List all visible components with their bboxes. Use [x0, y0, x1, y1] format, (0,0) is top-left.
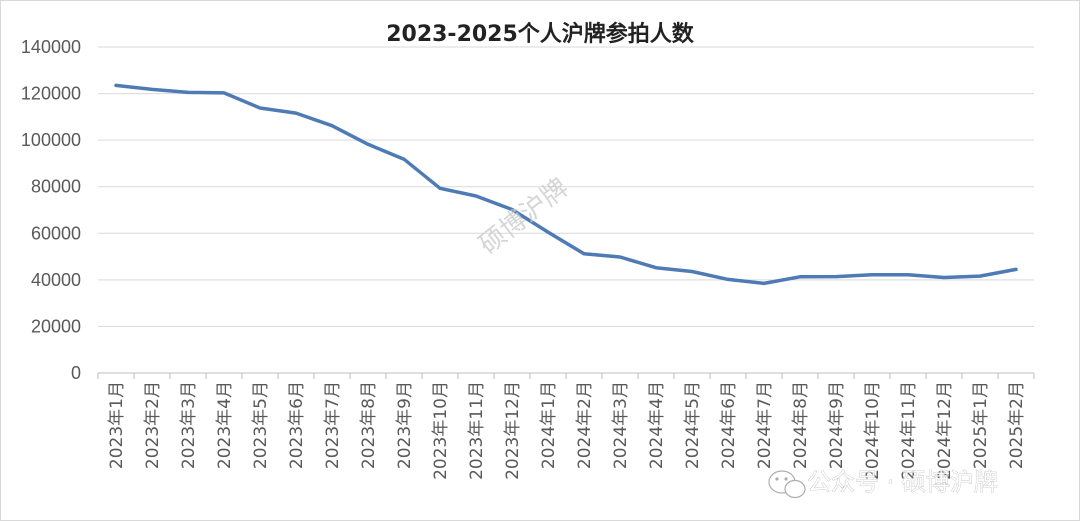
x-tick-label: 2025年2月	[1007, 381, 1027, 469]
x-tick-label: 2023年12月	[503, 381, 523, 480]
x-tick-label: 2023年8月	[359, 381, 379, 469]
y-tick-labels: 0 20000 40000 60000 80000 100000 120000 140000	[21, 37, 81, 383]
series	[114, 83, 1018, 286]
data-point	[222, 91, 226, 95]
y-tick-label: 40000	[31, 270, 81, 290]
x-tick-label: 2024年5月	[683, 381, 703, 469]
x-tick-label: 2025年1月	[971, 381, 991, 469]
y-tick-label: 80000	[31, 177, 81, 197]
wechat-icon	[768, 470, 806, 499]
data-point	[762, 281, 766, 285]
x-tick-label: 2024年9月	[827, 381, 847, 469]
data-point	[510, 208, 514, 212]
chart-title: 2023-2025个人沪牌参拍人数	[386, 21, 695, 47]
x-tick-label: 2024年10月	[863, 381, 883, 480]
x-tick-label: 2024年3月	[611, 381, 631, 469]
data-point	[150, 87, 154, 91]
data-point	[114, 83, 118, 87]
data-point	[618, 255, 622, 259]
data-point	[906, 273, 910, 277]
data-point	[186, 90, 190, 94]
data-point	[438, 186, 442, 190]
x-tick-label: 2024年2月	[575, 381, 595, 469]
data-point	[834, 275, 838, 279]
data-point	[402, 157, 406, 161]
y-tick-label: 20000	[31, 316, 81, 336]
data-point	[1014, 267, 1018, 271]
data-point	[870, 273, 874, 277]
x-tick-label: 2024年4月	[647, 381, 667, 469]
x-tick-label: 2023年5月	[251, 381, 271, 469]
x-tick-label: 2024年6月	[719, 381, 739, 469]
x-tick-label: 2023年2月	[143, 381, 163, 469]
x-tick-label: 2023年3月	[179, 381, 199, 469]
x-tick-label: 2023年11月	[467, 381, 487, 480]
x-tick-label: 2024年12月	[935, 381, 955, 480]
x-tick-label: 2023年4月	[215, 381, 235, 469]
data-point	[654, 266, 658, 270]
badge-text: 公众号 · 硕博沪牌	[807, 468, 998, 496]
y-tick-label: 120000	[21, 84, 81, 104]
series-line	[114, 83, 1018, 286]
data-point	[258, 106, 262, 110]
x-tick-label: 2024年1月	[539, 381, 559, 469]
watermark: 硕博沪牌	[474, 173, 574, 261]
data-point	[330, 124, 334, 128]
data-point	[690, 269, 694, 273]
y-tick-label: 100000	[21, 130, 81, 150]
data-point	[798, 275, 802, 279]
source-badge: 公众号 · 硕博沪牌	[768, 468, 998, 499]
x-tick-label: 2023年10月	[431, 381, 451, 480]
x-tick-label: 2024年7月	[755, 381, 775, 469]
x-tick-labels: 2023年1月 2023年2月 2023年3月 2023年4月 2023年5月 2023年…	[107, 381, 1027, 480]
data-point	[474, 194, 478, 198]
y-tick-label: 60000	[31, 223, 81, 243]
gridlines	[98, 46, 1034, 327]
data-point	[942, 276, 946, 280]
data-point	[366, 142, 370, 146]
y-tick-label: 140000	[21, 37, 81, 57]
axes	[97, 372, 1035, 379]
data-point	[582, 252, 586, 256]
data-point	[726, 277, 730, 281]
x-tick-label: 2023年6月	[287, 381, 307, 469]
data-point	[546, 230, 550, 234]
x-tick-label: 2023年7月	[323, 381, 343, 469]
data-point	[978, 274, 982, 278]
x-tick-label: 2023年9月	[395, 381, 415, 469]
y-tick-label: 0	[71, 363, 81, 383]
x-tick-label: 2024年8月	[791, 381, 811, 469]
data-point	[294, 111, 298, 115]
x-tick-label: 2023年1月	[107, 381, 127, 469]
x-tick-label: 2024年11月	[899, 381, 919, 480]
